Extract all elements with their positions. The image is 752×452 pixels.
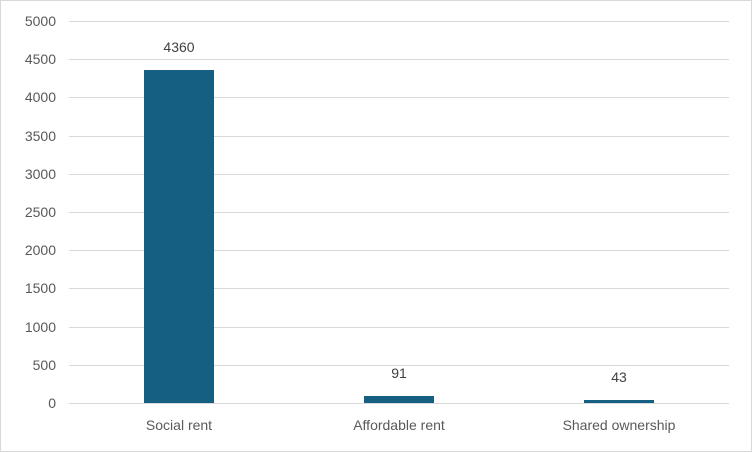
gridline [69, 174, 729, 175]
y-axis-tick-label: 2000 [24, 242, 56, 258]
y-axis-tick-label: 1500 [24, 280, 56, 296]
gridline [69, 59, 729, 60]
gridline [69, 327, 729, 328]
gridline [69, 136, 729, 137]
gridline [69, 365, 729, 366]
bar-data-label: 43 [611, 369, 627, 385]
gridline [69, 97, 729, 98]
bar-shared-ownership [584, 400, 654, 403]
gridline [69, 288, 729, 289]
y-axis-tick-label: 500 [32, 357, 56, 373]
category-label: Affordable rent [353, 417, 445, 433]
bar-data-label: 91 [391, 365, 407, 381]
y-axis-tick-label: 3000 [24, 166, 56, 182]
y-axis-tick-label: 3500 [24, 128, 56, 144]
y-axis-tick-label: 5000 [24, 13, 56, 29]
gridline [69, 250, 729, 251]
category-label: Social rent [145, 417, 213, 433]
gridline [69, 21, 729, 22]
y-axis-tick-label: 4000 [24, 89, 56, 105]
x-axis-line [69, 403, 729, 404]
gridline [69, 212, 729, 213]
y-axis-tick-label: 4500 [24, 51, 56, 67]
bar-social-rent [144, 70, 214, 403]
y-axis-tick-label: 1000 [24, 319, 56, 335]
y-axis-tick-label: 2500 [24, 204, 56, 220]
bar-data-label: 4360 [163, 39, 195, 55]
bar-affordable-rent [364, 396, 434, 403]
category-label: Shared ownership [562, 417, 676, 433]
y-axis-tick-label: 0 [48, 395, 56, 411]
